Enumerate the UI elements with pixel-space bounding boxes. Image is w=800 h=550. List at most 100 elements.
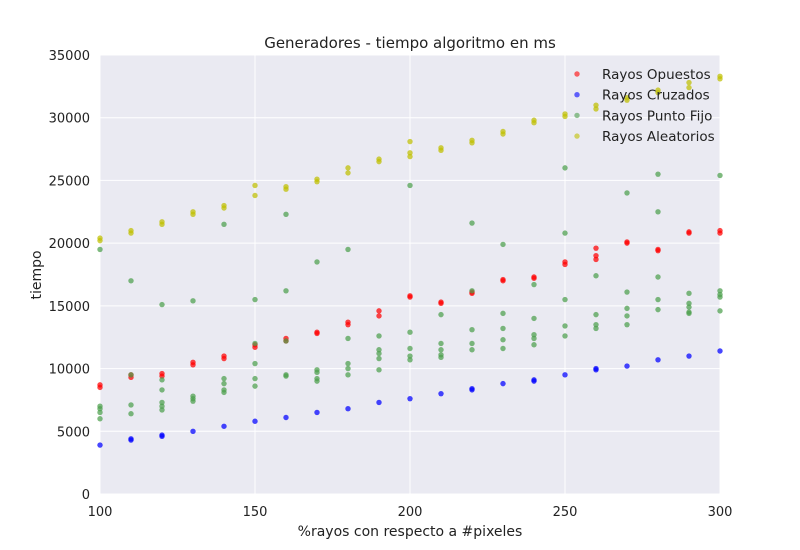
data-point (438, 299, 444, 305)
data-point (469, 288, 475, 294)
chart-title: Generadores - tiempo algoritmo en ms (264, 34, 556, 52)
data-point (97, 246, 103, 253)
data-point (624, 313, 630, 319)
data-point (686, 310, 692, 317)
data-point (562, 230, 568, 236)
data-point (407, 345, 413, 352)
data-point (376, 399, 382, 406)
data-point (159, 407, 165, 413)
data-point (376, 347, 382, 353)
data-point (407, 182, 413, 189)
data-point (128, 372, 134, 378)
legend-label: Rayos Punto Fijo (602, 108, 712, 124)
data-point (717, 348, 723, 354)
data-point (531, 335, 537, 342)
data-point (407, 138, 413, 145)
data-point (655, 246, 661, 253)
data-point (686, 290, 692, 297)
data-point (593, 106, 599, 112)
data-point (376, 156, 382, 162)
series-1 (97, 348, 723, 448)
legend-label: Rayos Cruzados (602, 88, 710, 104)
data-point (500, 345, 506, 352)
data-point (593, 245, 599, 251)
data-point (562, 333, 568, 339)
data-point (345, 360, 351, 367)
series-3 (97, 73, 723, 244)
data-point (345, 406, 351, 412)
y-tick-label: 10000 (49, 363, 90, 378)
data-point (593, 311, 599, 318)
data-point (562, 165, 568, 171)
data-point (593, 256, 599, 263)
data-point (438, 390, 444, 397)
data-point (624, 305, 630, 312)
data-point (221, 202, 227, 209)
x-axis-label: %rayos con respecto a #pixeles (298, 524, 523, 540)
data-point (531, 315, 537, 322)
data-point (345, 335, 351, 342)
data-point (190, 398, 196, 404)
data-point (221, 423, 227, 429)
data-point (252, 192, 258, 199)
data-point (159, 219, 165, 225)
legend-marker (574, 133, 580, 139)
data-point (531, 117, 537, 123)
data-point (314, 369, 320, 376)
data-point (469, 220, 475, 226)
data-point (128, 278, 134, 284)
data-point (531, 274, 537, 280)
x-tick-label: 150 (243, 505, 268, 520)
legend-label: Rayos Aleatorios (602, 129, 715, 145)
data-point (97, 403, 103, 409)
data-point (655, 296, 661, 303)
legend-marker (574, 71, 580, 77)
data-point (190, 209, 196, 215)
x-tick-label: 300 (708, 505, 733, 520)
data-point (562, 296, 568, 303)
legend-marker (574, 112, 580, 119)
data-point (469, 326, 475, 333)
data-point (283, 288, 289, 294)
data-point (686, 353, 692, 359)
data-point (562, 323, 568, 329)
data-point (469, 385, 475, 392)
data-point (593, 252, 599, 259)
data-point (438, 311, 444, 318)
data-point (655, 209, 661, 215)
data-point (407, 395, 413, 402)
data-point (159, 301, 165, 308)
x-tick-label: 200 (398, 505, 423, 520)
data-point (376, 308, 382, 314)
data-point (500, 310, 506, 317)
data-point (159, 432, 165, 438)
data-point (97, 416, 103, 422)
data-point (500, 276, 506, 283)
data-point (283, 184, 289, 190)
data-point (345, 319, 351, 325)
data-point (252, 340, 258, 347)
data-point (283, 414, 289, 421)
data-point (562, 372, 568, 378)
data-point (717, 73, 723, 80)
data-point (655, 171, 661, 177)
data-point (469, 340, 475, 347)
data-point (438, 145, 444, 151)
data-point (686, 304, 692, 310)
data-point (221, 221, 227, 228)
data-point (624, 94, 630, 101)
data-point (407, 357, 413, 363)
data-point (686, 229, 692, 235)
data-point (345, 170, 351, 176)
series-2 (97, 165, 723, 422)
data-point (314, 378, 320, 384)
data-point (593, 102, 599, 108)
data-point (469, 137, 475, 143)
x-tick-labels: 100 150 200 250 300 (88, 505, 733, 520)
data-point (221, 380, 227, 387)
data-points (97, 73, 723, 448)
data-point (593, 365, 599, 372)
data-point (97, 235, 103, 241)
y-tick-label: 35000 (49, 49, 90, 64)
data-point (345, 372, 351, 378)
